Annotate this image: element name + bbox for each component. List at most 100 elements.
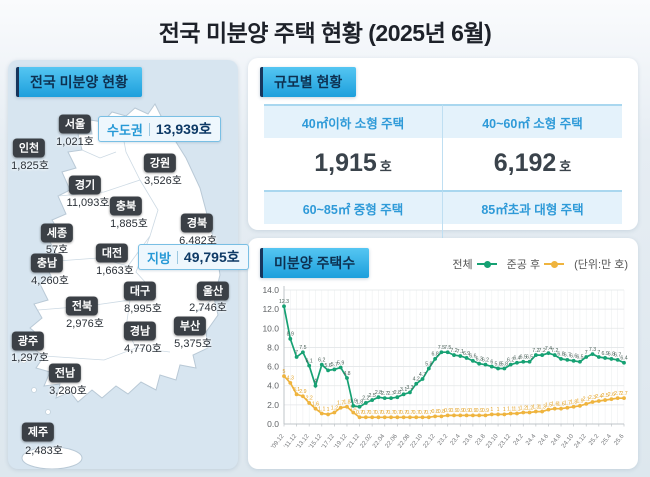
data-point — [439, 414, 444, 419]
data-point-label: 0.9 — [463, 408, 470, 414]
data-point — [578, 403, 582, 408]
x-axis-tick-label: 24.12 — [573, 432, 588, 449]
data-point-label: 0.7 — [394, 410, 401, 416]
region-value: 5,375호 — [174, 338, 212, 350]
data-point — [464, 413, 469, 418]
data-point-label: 1.3 — [539, 404, 546, 410]
data-point-label: 7 — [585, 350, 588, 356]
data-point-label: 6 — [490, 359, 493, 365]
data-point-label: 1.6 — [312, 401, 319, 407]
data-point-label: 6.4 — [513, 356, 520, 362]
data-point-label: 1.2 — [350, 405, 357, 411]
legend-total-label: 전체 — [452, 259, 473, 271]
x-axis-tick-label: 23.12 — [497, 432, 512, 449]
y-axis-tick-label: 0.0 — [267, 419, 279, 429]
x-axis-tick-label: 25.4 — [600, 432, 613, 446]
data-point — [376, 415, 381, 420]
data-point-label: 1.8 — [343, 400, 350, 406]
size-category-label: 60~85㎡ 중형 주택 — [264, 190, 443, 224]
region-badge: 대구 — [123, 281, 157, 301]
region-value: 1,885호 — [110, 218, 148, 230]
data-point — [414, 381, 419, 386]
size-category-label: 40~60㎡ 소형 주택 — [443, 104, 622, 138]
data-point — [609, 397, 614, 402]
data-point — [288, 380, 293, 385]
data-point-label: 5 — [283, 369, 286, 375]
region-name-label: 세종 — [40, 223, 74, 243]
region-value: 2,483호 — [25, 445, 63, 457]
data-point — [382, 415, 387, 420]
size-category-value: 1,915 호 — [264, 138, 443, 190]
data-point-label: 0.7 — [381, 410, 388, 416]
region-badge: 대전 — [95, 243, 129, 263]
data-point-label: 0.9 — [476, 408, 483, 414]
data-point — [408, 415, 412, 420]
data-point-label: 0.7 — [387, 410, 394, 416]
data-point — [584, 355, 589, 359]
data-point — [345, 376, 349, 380]
data-point-label: 1.2 — [520, 405, 527, 411]
data-point — [458, 413, 463, 418]
data-point — [483, 413, 488, 418]
data-point — [307, 401, 312, 405]
x-axis-tick-label: 23.10 — [485, 432, 500, 449]
data-point-label: 1.7 — [564, 401, 571, 407]
divider — [176, 250, 178, 264]
unit-suffix: 호 — [559, 159, 572, 174]
data-point — [319, 362, 324, 367]
data-point-label: 0.7 — [375, 410, 382, 416]
data-point — [559, 357, 563, 361]
provincial-region-value: 49,795호 — [183, 249, 240, 265]
data-point — [313, 406, 318, 411]
data-point-label: 7.5 — [444, 345, 451, 351]
data-point-label: 7 — [295, 350, 298, 356]
data-point-label: 1.7 — [337, 401, 344, 407]
data-point-label: 6.8 — [557, 352, 564, 358]
y-axis-tick-label: 4.0 — [267, 381, 279, 391]
data-point — [370, 398, 375, 402]
data-point-label: 1.1 — [507, 406, 514, 412]
data-point-label: 7.4 — [545, 346, 552, 352]
data-point-label: 0.9 — [444, 408, 451, 414]
data-point — [389, 396, 393, 401]
data-point — [395, 415, 400, 420]
data-point-label: 7.2 — [450, 348, 457, 354]
data-point-label: 1.6 — [557, 401, 564, 407]
data-point — [552, 353, 557, 357]
region-badge: 울산 — [196, 281, 230, 301]
data-point-label: 1.9 — [350, 399, 357, 405]
data-point — [351, 410, 356, 415]
region-badge: 세종 — [40, 223, 74, 243]
data-point — [363, 401, 368, 405]
data-point-label: 6.7 — [564, 353, 571, 359]
data-point-label: 1 — [503, 407, 506, 413]
data-point-label: 1 — [490, 407, 493, 413]
data-point — [452, 353, 456, 357]
data-point-label: 6.9 — [602, 351, 609, 357]
data-point-label: 0.7 — [369, 410, 376, 416]
data-point — [351, 403, 356, 408]
data-point — [401, 415, 406, 420]
data-point-label: 2.3 — [589, 395, 596, 401]
data-point — [307, 363, 312, 368]
data-point-label: 1 — [497, 407, 500, 413]
data-point — [603, 398, 608, 402]
provincial-region-label: 지방 — [147, 250, 171, 266]
data-point — [313, 383, 318, 388]
size-category-label: 40㎡이하 소형 주택 — [264, 104, 443, 138]
y-axis-tick-label: 2.0 — [267, 400, 279, 410]
region-value: 4,260호 — [31, 275, 69, 287]
data-point — [370, 415, 375, 420]
data-point — [521, 359, 526, 364]
chart-legend: 전체 준공 후 (단위:만 호) — [452, 256, 628, 272]
data-point — [603, 356, 608, 360]
data-point — [590, 352, 595, 357]
data-point-label: 12.3 — [279, 299, 289, 305]
data-point-label: 2.7 — [620, 391, 627, 397]
region-name-label: 울산 — [196, 281, 230, 301]
divider — [148, 122, 150, 136]
data-point — [452, 413, 456, 418]
y-axis-tick-label: 14.0 — [262, 285, 279, 295]
data-point — [515, 411, 519, 416]
data-point — [401, 392, 406, 397]
